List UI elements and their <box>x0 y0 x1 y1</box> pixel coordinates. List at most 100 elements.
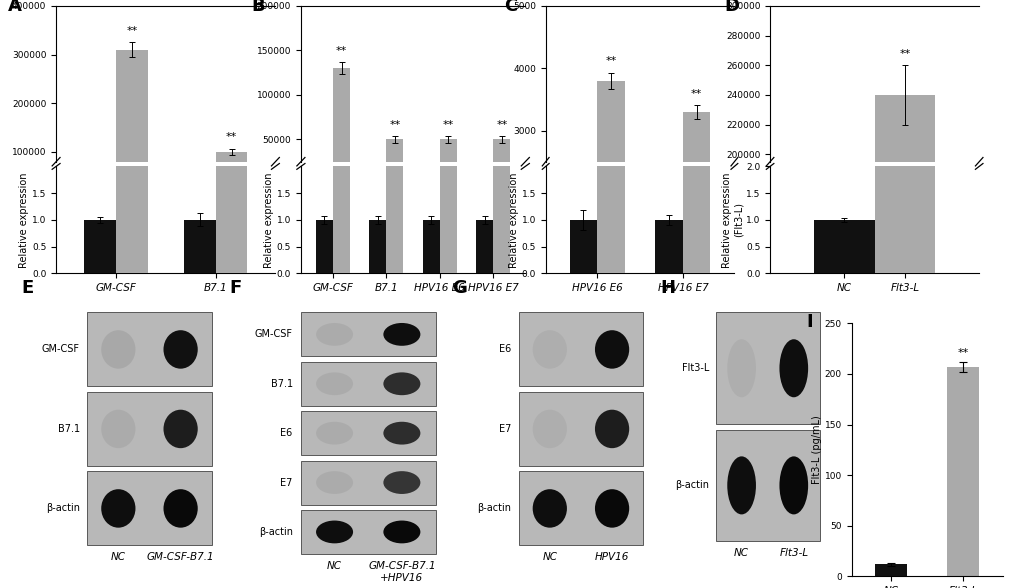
Ellipse shape <box>101 489 136 527</box>
FancyBboxPatch shape <box>301 411 435 455</box>
Text: F: F <box>229 279 242 297</box>
Ellipse shape <box>532 330 567 369</box>
Text: B7.1: B7.1 <box>57 424 79 434</box>
Text: E: E <box>21 279 34 297</box>
Ellipse shape <box>594 410 629 448</box>
Text: E7: E7 <box>498 424 511 434</box>
FancyBboxPatch shape <box>301 362 435 406</box>
Text: A: A <box>8 0 21 15</box>
Ellipse shape <box>316 422 353 445</box>
FancyBboxPatch shape <box>301 460 435 505</box>
Text: Flt3-L: Flt3-L <box>681 363 708 373</box>
Ellipse shape <box>316 323 353 346</box>
Ellipse shape <box>727 456 755 514</box>
Text: Flt3-L: Flt3-L <box>779 548 808 558</box>
FancyBboxPatch shape <box>87 312 212 386</box>
Text: I: I <box>806 313 812 331</box>
Bar <box>116 50 148 201</box>
Bar <box>386 0 404 273</box>
Text: G: G <box>452 279 467 297</box>
FancyBboxPatch shape <box>715 312 819 424</box>
Bar <box>183 220 215 273</box>
Bar <box>874 564 907 576</box>
Ellipse shape <box>779 456 807 514</box>
Text: β-actin: β-actin <box>46 503 79 513</box>
FancyBboxPatch shape <box>301 510 435 554</box>
Text: D: D <box>723 0 739 15</box>
Ellipse shape <box>727 339 755 397</box>
Text: B7.1: B7.1 <box>270 379 292 389</box>
Ellipse shape <box>383 323 420 346</box>
Y-axis label: Relative expression: Relative expression <box>19 172 30 268</box>
Bar <box>215 0 248 273</box>
Text: C: C <box>503 0 517 15</box>
Ellipse shape <box>532 410 567 448</box>
Bar <box>84 220 116 273</box>
Bar <box>596 81 624 318</box>
Bar <box>332 0 350 273</box>
Y-axis label: Relative expression: Relative expression <box>508 172 519 268</box>
Text: NC: NC <box>111 553 125 563</box>
Y-axis label: Relative expression
(Flt3-L): Relative expression (Flt3-L) <box>720 172 743 268</box>
Bar <box>332 68 350 184</box>
Text: β-actin: β-actin <box>477 503 511 513</box>
Text: **: ** <box>126 26 138 36</box>
FancyBboxPatch shape <box>519 312 643 386</box>
Ellipse shape <box>594 489 629 527</box>
FancyBboxPatch shape <box>87 472 212 546</box>
Bar <box>476 220 493 273</box>
Text: GM-CSF-B7.1
+HPV16: GM-CSF-B7.1 +HPV16 <box>368 561 435 583</box>
Ellipse shape <box>163 489 198 527</box>
Ellipse shape <box>532 489 567 527</box>
Bar <box>422 220 439 273</box>
Ellipse shape <box>383 422 420 445</box>
Text: **: ** <box>604 56 615 66</box>
Text: **: ** <box>225 132 237 142</box>
Text: **: ** <box>957 348 968 358</box>
Bar <box>596 0 624 273</box>
Ellipse shape <box>316 471 353 494</box>
Text: GM-CSF: GM-CSF <box>255 329 292 339</box>
Ellipse shape <box>101 410 136 448</box>
Bar <box>493 0 510 273</box>
Ellipse shape <box>383 372 420 395</box>
Bar <box>439 139 457 184</box>
Text: NC: NC <box>542 553 556 563</box>
Text: GM-CSF: GM-CSF <box>42 345 79 355</box>
Bar <box>386 139 404 184</box>
Bar <box>493 139 510 184</box>
Y-axis label: Flt3-L (pg/mL): Flt3-L (pg/mL) <box>811 416 821 484</box>
Bar <box>570 220 596 273</box>
Bar <box>683 0 709 273</box>
Text: HPV16: HPV16 <box>594 553 629 563</box>
Text: **: ** <box>495 120 506 130</box>
Text: β-actin: β-actin <box>259 527 292 537</box>
FancyBboxPatch shape <box>301 312 435 356</box>
Ellipse shape <box>316 520 353 543</box>
Bar <box>946 367 978 576</box>
Bar <box>655 220 683 273</box>
Text: E7: E7 <box>280 477 292 487</box>
Ellipse shape <box>594 330 629 369</box>
Bar <box>874 0 934 273</box>
FancyBboxPatch shape <box>519 472 643 546</box>
Bar <box>439 0 457 273</box>
Ellipse shape <box>163 410 198 448</box>
Ellipse shape <box>163 330 198 369</box>
Text: **: ** <box>899 49 910 59</box>
FancyBboxPatch shape <box>519 392 643 466</box>
Text: E6: E6 <box>498 345 511 355</box>
Text: **: ** <box>690 89 702 99</box>
Text: β-actin: β-actin <box>675 480 708 490</box>
Bar <box>215 152 248 201</box>
Text: **: ** <box>335 46 346 56</box>
Text: NC: NC <box>327 561 341 571</box>
Ellipse shape <box>779 339 807 397</box>
FancyBboxPatch shape <box>87 392 212 466</box>
Text: E6: E6 <box>280 428 292 438</box>
Ellipse shape <box>101 330 136 369</box>
Ellipse shape <box>383 520 420 543</box>
Ellipse shape <box>316 372 353 395</box>
Y-axis label: Relative expression: Relative expression <box>264 172 274 268</box>
Text: NC: NC <box>734 548 748 558</box>
